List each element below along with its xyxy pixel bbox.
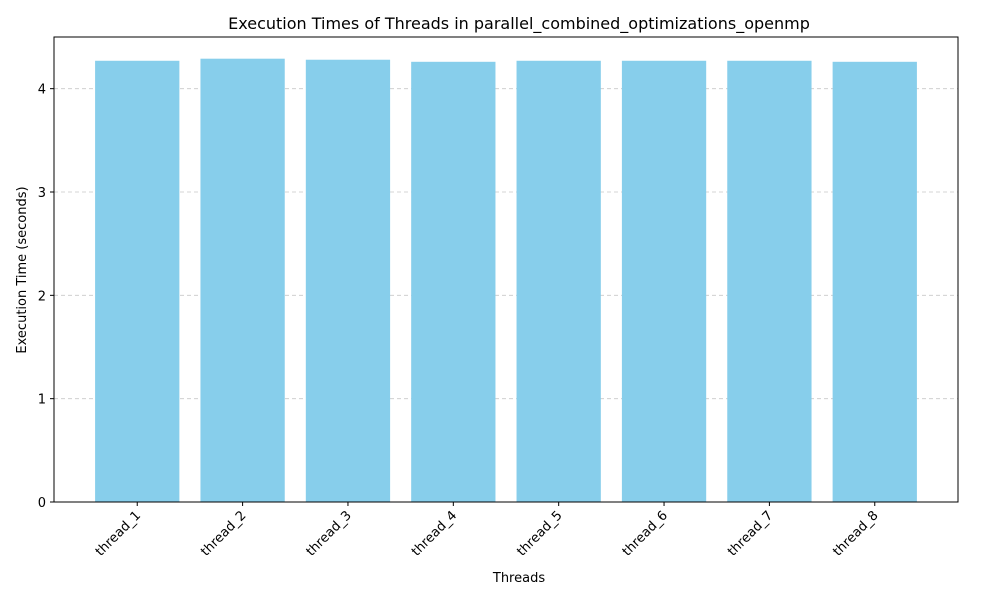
- bar-thread_6: [621, 60, 707, 503]
- bar-thread_3: [305, 59, 391, 502]
- y-tick-label: 3: [38, 186, 46, 201]
- y-axis-ticks: 0 1 2 3 4: [38, 83, 54, 511]
- bar-thread_5: [516, 60, 601, 503]
- x-tick-label: thread_7: [725, 508, 776, 559]
- y-tick-label: 2: [38, 289, 46, 304]
- x-axis-label: Threads: [492, 571, 545, 586]
- bars: [95, 58, 917, 503]
- x-tick-label: thread_2: [198, 508, 249, 559]
- y-axis-label: Execution Time (seconds): [15, 186, 30, 353]
- x-tick-label: thread_4: [409, 508, 460, 559]
- bar-thread_7: [727, 60, 812, 503]
- y-tick-label: 0: [38, 496, 46, 511]
- x-tick-label: thread_8: [830, 508, 881, 559]
- bar-thread_8: [832, 61, 917, 503]
- bar-thread_2: [200, 58, 285, 502]
- chart-title: Execution Times of Threads in parallel_c…: [228, 14, 810, 34]
- x-tick-label: thread_6: [620, 508, 671, 559]
- y-tick-label: 4: [38, 83, 46, 98]
- x-tick-label: thread_3: [304, 508, 355, 559]
- grid-lines: [54, 88, 958, 400]
- y-tick-label: 1: [38, 393, 46, 408]
- bar-thread_1: [95, 60, 180, 503]
- x-axis-ticks: thread_1 thread_2 thread_3 thread_4 thread_5…: [93, 502, 882, 559]
- x-tick-label: thread_5: [514, 508, 565, 559]
- plot-frame: [53, 36, 959, 503]
- bar-thread_4: [411, 61, 496, 503]
- x-tick-label: thread_1: [93, 508, 144, 559]
